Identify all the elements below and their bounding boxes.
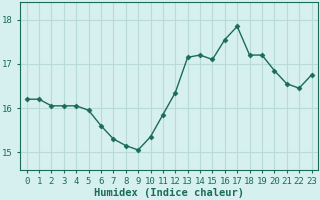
X-axis label: Humidex (Indice chaleur): Humidex (Indice chaleur) [94, 188, 244, 198]
